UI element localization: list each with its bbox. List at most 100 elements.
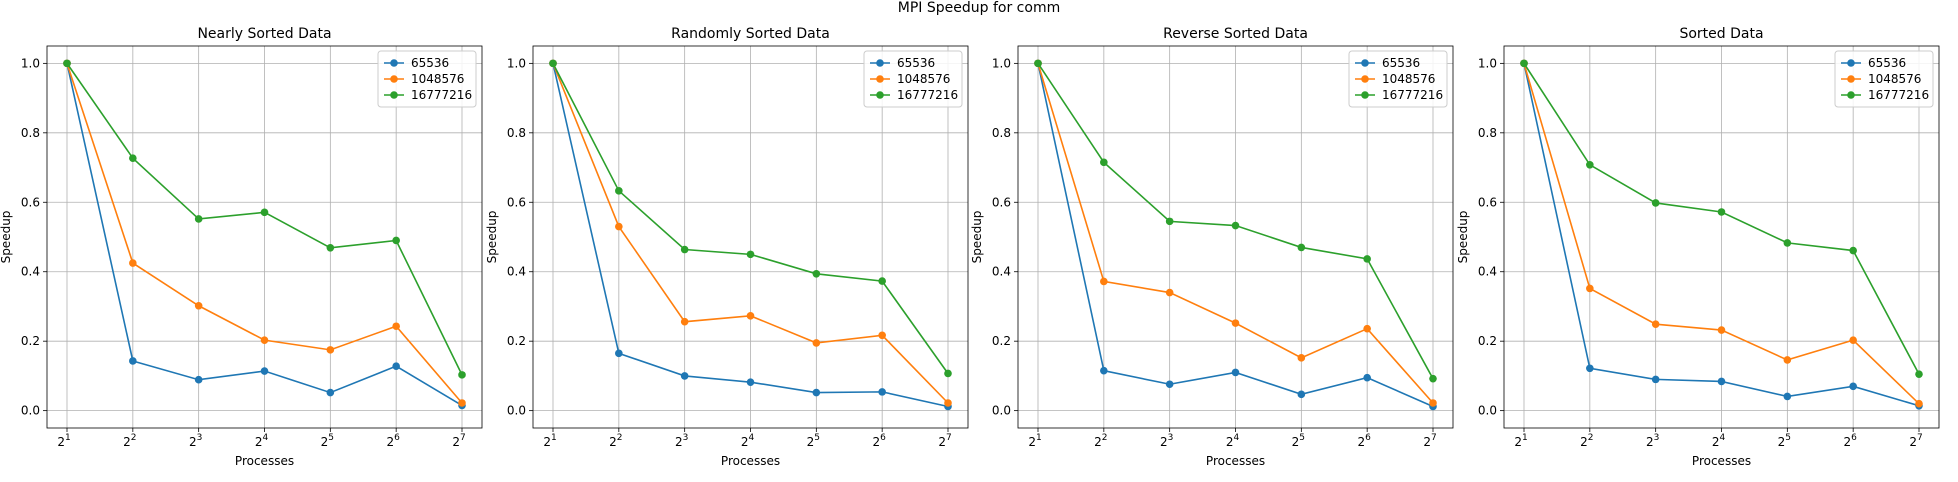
data-point [1717,326,1726,334]
data-point [458,371,466,379]
data-point [615,349,623,358]
x-axis-label: Processes [1692,454,1751,468]
legend-marker [876,91,884,99]
x-tick-base: 2 [1778,435,1786,449]
data-point [1100,158,1108,167]
x-tick-label: 23 [1646,433,1659,449]
data-point [1586,284,1594,293]
data-point [1783,239,1792,247]
data-point [326,388,335,397]
x-tick-label: 27 [938,433,951,449]
data-point [392,236,400,245]
data-point [680,245,689,254]
x-tick-base: 2 [255,435,263,449]
x-tick-exponent: 5 [1785,433,1791,443]
x-tick-label: 25 [1292,433,1305,449]
x-tick-label: 26 [872,433,886,449]
data-point [1651,199,1660,207]
data-point [1915,370,1923,378]
x-tick-base: 2 [123,435,131,449]
x-tick-base: 2 [1514,435,1522,449]
data-point [1297,390,1306,399]
data-point [746,250,755,259]
subplot-title: Sorted Data [1679,26,1763,42]
x-tick-base: 2 [189,435,197,449]
data-point [129,357,137,365]
x-tick-base: 2 [1357,435,1365,449]
data-point [680,317,689,326]
data-point [194,215,203,223]
subplot-2: 0.00.20.40.60.81.021 22 23 24 25 26 27Randomly… [485,26,969,468]
data-point [1717,377,1726,386]
data-point [1363,255,1371,263]
legend-marker [1847,75,1855,83]
data-point [878,388,886,396]
y-tick-label: 0.6 [1478,195,1497,209]
legend-entry: 65536 [411,56,449,70]
legend-box [863,50,963,108]
x-tick-label: 25 [1778,433,1791,449]
y-tick-label: 0.6 [992,195,1011,209]
data-point [1165,380,1174,389]
data-point [1363,373,1371,382]
legend-marker [1361,91,1369,99]
data-point [194,301,203,310]
legend-box [377,50,477,108]
legend-entry: 1048576 [1382,72,1435,86]
legend-marker [876,59,884,67]
x-tick-base: 2 [938,435,946,449]
data-point [1586,160,1594,169]
y-axis-label: Speedup [485,211,499,264]
x-tick-exponent: 1 [1036,433,1042,443]
x-tick-exponent: 6 [1365,433,1371,443]
x-tick-label: 23 [189,433,202,449]
x-tick-exponent: 7 [460,433,466,443]
data-point [392,322,400,331]
x-tick-base: 2 [1423,435,1431,449]
y-tick-label: 1.0 [992,56,1011,70]
x-tick-base: 2 [321,435,329,449]
legend: 65536 1048576 16777216 [863,50,963,108]
legend-entry: 65536 [1382,56,1420,70]
y-tick-label: 0.0 [1478,404,1497,418]
legend-marker [390,91,398,99]
legend-entry: 16777216 [1382,88,1443,102]
data-point [746,312,755,320]
legend-entry: 16777216 [1868,88,1929,102]
legend: 65536 1048576 16777216 [377,50,477,108]
x-tick-label: 26 [386,433,400,449]
subplot-3: 0.00.20.40.60.81.021 22 23 24 25 26 27Reverse … [970,26,1454,468]
y-tick-label: 0.2 [992,334,1011,348]
data-point [1100,366,1108,375]
x-tick-label: 24 [1226,433,1240,449]
data-point [1231,221,1240,230]
y-tick-label: 0.2 [21,334,40,348]
legend-marker [1847,59,1855,67]
legend-marker [1361,59,1369,67]
x-tick-base: 2 [386,435,394,449]
x-tick-base: 2 [741,435,749,449]
x-tick-base: 2 [543,435,551,449]
x-tick-label: 27 [1423,433,1436,449]
legend-box [1348,50,1448,108]
data-point [1363,324,1371,333]
data-point [129,259,137,267]
data-point [1849,382,1857,391]
x-tick-exponent: 5 [1299,433,1305,443]
x-tick-label: 21 [543,433,556,449]
data-point [1915,399,1923,408]
x-tick-label: 23 [675,433,688,449]
data-point [1849,336,1857,344]
legend-marker [390,59,398,67]
data-point [1297,243,1306,252]
x-tick-label: 27 [1909,433,1922,449]
x-tick-exponent: 7 [1431,433,1437,443]
data-point [1783,356,1792,364]
legend-entry: 16777216 [897,88,958,102]
y-tick-label: 0.8 [21,126,40,140]
x-tick-exponent: 5 [814,433,820,443]
data-point [1165,217,1174,226]
x-tick-base: 2 [872,435,880,449]
